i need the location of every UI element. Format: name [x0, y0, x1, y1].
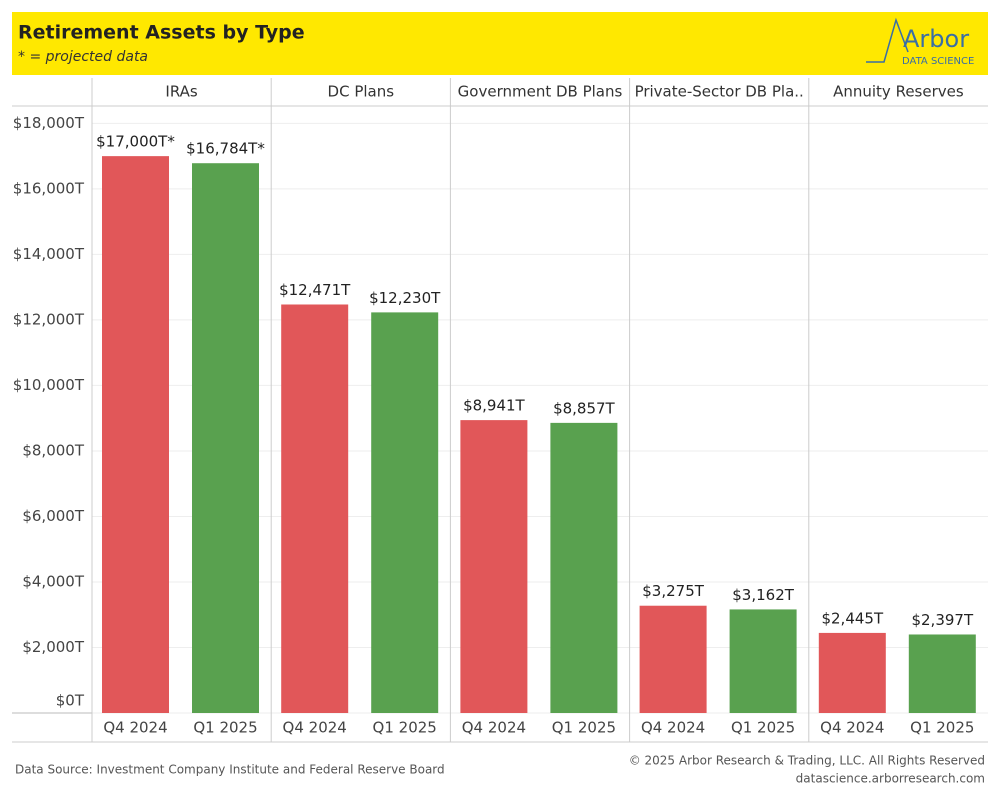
chart-title: Retirement Assets by Type — [18, 22, 305, 44]
facet-label: Annuity Reserves — [833, 83, 964, 101]
x-tick-label: Q4 2024 — [641, 719, 705, 737]
value-label: $3,162T — [732, 586, 794, 604]
x-tick-label: Q4 2024 — [820, 719, 884, 737]
credit: © 2025 Arbor Research & Trading, LLC. Al… — [629, 754, 985, 768]
value-label: $16,784T* — [186, 140, 265, 158]
y-tick-label: $4,000T — [22, 572, 84, 590]
value-label: $8,857T — [553, 399, 615, 417]
bar — [281, 304, 349, 713]
bar — [192, 163, 259, 714]
y-tick-label: $12,000T — [13, 310, 85, 328]
value-label: $8,941T — [463, 397, 525, 415]
facet-label: DC Plans — [328, 83, 395, 101]
y-tick-label: $2,000T — [22, 638, 84, 656]
facet-label: Private-Sector DB Pla.. — [635, 83, 804, 101]
url: datascience.arborresearch.com — [796, 772, 985, 786]
bar — [550, 422, 618, 713]
y-tick-label: $14,000T — [13, 245, 85, 263]
value-label: $12,471T — [279, 281, 351, 299]
y-tick-label: $18,000T — [13, 114, 85, 132]
logo-mark — [866, 17, 909, 63]
x-tick-label: Q4 2024 — [462, 719, 526, 737]
y-tick-label: $0T — [56, 692, 85, 710]
y-tick-label: $10,000T — [13, 376, 85, 394]
bar — [729, 609, 797, 713]
logo-tagline: DATA SCIENCE — [902, 56, 974, 67]
bar — [908, 634, 976, 713]
x-tick-label: Q1 2025 — [373, 719, 437, 737]
x-tick-label: Q4 2024 — [283, 719, 347, 737]
value-label: $3,275T — [642, 582, 704, 600]
header-band — [12, 12, 988, 75]
bar — [818, 632, 886, 713]
facet-label: Government DB Plans — [458, 83, 623, 101]
bar — [460, 420, 528, 713]
value-label: $2,397T — [911, 611, 973, 629]
y-tick-label: $16,000T — [13, 179, 85, 197]
bar — [102, 156, 169, 713]
facet-label: IRAs — [165, 83, 197, 101]
value-label: $17,000T* — [96, 133, 175, 151]
value-label: $12,230T — [369, 289, 441, 307]
y-tick-label: $8,000T — [22, 441, 84, 459]
bar — [371, 312, 439, 713]
x-tick-label: Q1 2025 — [731, 719, 795, 737]
value-label: $2,445T — [821, 609, 883, 627]
chart-subtitle: * = projected data — [18, 49, 148, 65]
x-tick-label: Q1 2025 — [552, 719, 616, 737]
y-tick-label: $6,000T — [22, 507, 84, 525]
source: Data Source: Investment Company Institut… — [15, 763, 445, 777]
x-tick-label: Q1 2025 — [193, 719, 257, 737]
x-tick-label: Q1 2025 — [910, 719, 974, 737]
logo-name: Arbor — [903, 25, 969, 53]
bar — [639, 605, 707, 713]
x-tick-label: Q4 2024 — [103, 719, 167, 737]
